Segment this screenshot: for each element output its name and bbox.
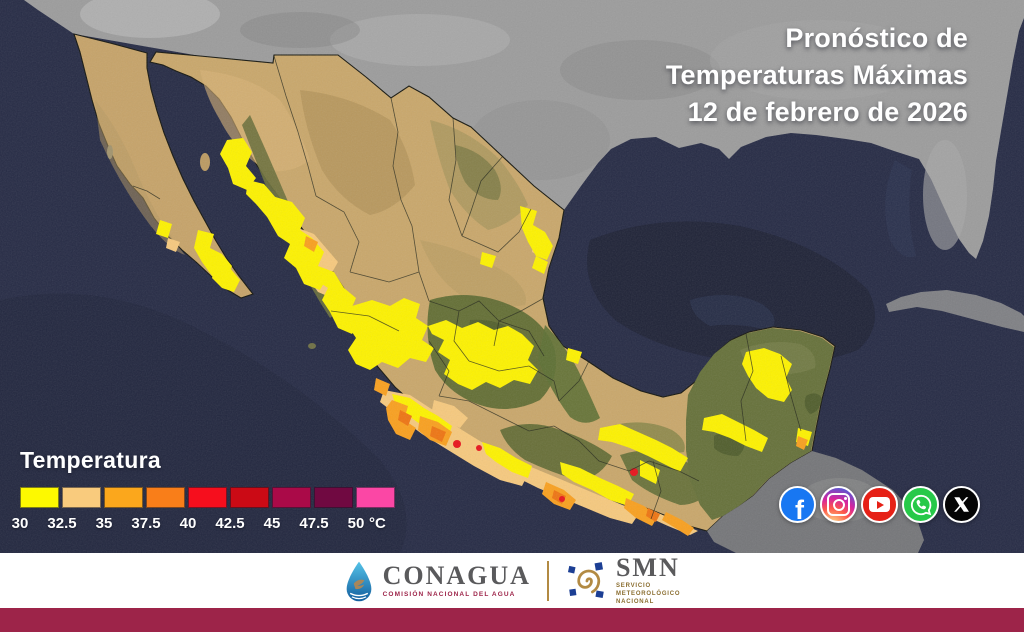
legend-tick: 35 (95, 515, 113, 532)
smn-spiral-icon (567, 561, 604, 598)
smn-logo: SMN SERVICIO METEOROLÓGICO NACIONAL (565, 552, 681, 606)
legend-color-scale (20, 487, 395, 508)
page-title: Pronóstico de Temperaturas Máximas 12 de… (666, 20, 968, 131)
satellite-grain (0, 0, 1024, 553)
conagua-name: CONAGUA (382, 560, 531, 590)
smn-name: SMN (615, 552, 680, 582)
legend-title: Temperatura (20, 447, 161, 473)
legend-tick: 45 (263, 515, 281, 532)
smn-subtitle: SERVICIO METEOROLÓGICO NACIONAL (615, 582, 681, 605)
legend-unit: °C (369, 515, 386, 532)
facebook-icon[interactable]: f (779, 486, 816, 523)
legend-swatch (188, 487, 227, 508)
legend-swatch (356, 487, 395, 508)
legend-swatch (230, 487, 269, 508)
social-links: f (779, 486, 980, 523)
youtube-icon[interactable] (861, 486, 898, 523)
instagram-icon[interactable] (820, 486, 857, 523)
footer-divider (546, 560, 549, 601)
legend-swatch (104, 487, 143, 508)
temperature-legend: Temperatura 30 32.5 35 37.5 40 42.5 45 (12, 447, 395, 533)
legend-tick: 37.5 (131, 515, 161, 532)
x-twitter-icon[interactable] (943, 486, 980, 523)
legend-swatch (272, 487, 311, 508)
footer-bar: CONAGUA COMISIÓN NACIONAL DEL AGUA SMN S… (0, 553, 1024, 608)
legend-swatch (314, 487, 353, 508)
title-line-2: Temperaturas Máximas (665, 60, 968, 90)
whatsapp-icon[interactable] (902, 486, 939, 523)
government-accent-bar (0, 608, 1024, 632)
map-area: Pronóstico de Temperaturas Máximas 12 de… (0, 0, 1024, 553)
conagua-drop-icon (346, 561, 371, 601)
legend-tick: 30 (11, 515, 29, 532)
mexico-temperature-map (0, 0, 1024, 553)
legend-tick: 42.5 (215, 515, 245, 532)
legend-swatch (62, 487, 101, 508)
legend-tick: 32.5 (47, 515, 77, 532)
conagua-subtitle: COMISIÓN NACIONAL DEL AGUA (382, 590, 516, 598)
conagua-logo: CONAGUA COMISIÓN NACIONAL DEL AGUA (344, 559, 531, 603)
legend-swatch (20, 487, 59, 508)
legend-tick-labels: 30 32.5 35 37.5 40 42.5 45 47.5 50 °C (12, 515, 395, 533)
title-line-3: 12 de febrero de 2026 (687, 97, 968, 127)
legend-tick: 47.5 (299, 515, 329, 532)
legend-tick: 40 (179, 515, 197, 532)
title-line-1: Pronóstico de (785, 23, 968, 53)
legend-tick: 50 (347, 515, 365, 532)
legend-swatch (146, 487, 185, 508)
